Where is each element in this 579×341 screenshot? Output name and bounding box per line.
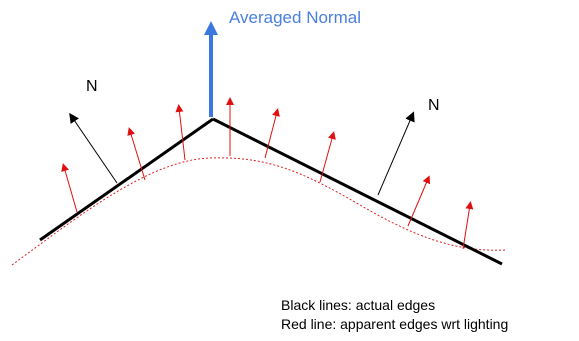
edge-left (39, 117, 214, 242)
red-normal (264, 108, 280, 159)
edge-right (212, 117, 503, 266)
red-normal (407, 175, 431, 227)
face-normal-right (377, 111, 415, 196)
legend-red-line: Red line: apparent edges wrt lighting (281, 316, 509, 332)
legend: Black lines: actual edges Red line: appa… (281, 296, 508, 334)
face-normal-left (69, 112, 118, 184)
apparent-edge-curve (11, 157, 506, 266)
red-normal (319, 131, 336, 183)
normal-label-right: N (428, 97, 440, 114)
averaged-normal-label: Averaged Normal (229, 8, 361, 27)
red-normal (175, 104, 186, 161)
legend-black-lines: Black lines: actual edges (281, 297, 436, 313)
red-normal (127, 127, 146, 181)
red-normal (61, 163, 78, 213)
red-normal (462, 201, 474, 250)
normal-label-left: N (86, 78, 98, 95)
interpolated-normals (61, 97, 474, 250)
